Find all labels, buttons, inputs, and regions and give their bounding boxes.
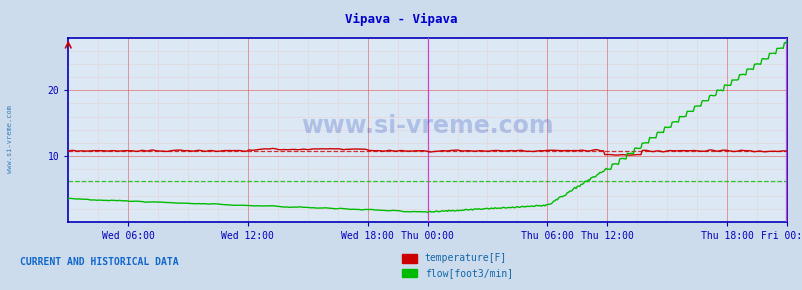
Legend: temperature[F], flow[foot3/min]: temperature[F], flow[foot3/min]: [398, 250, 516, 282]
Text: www.si-vreme.com: www.si-vreme.com: [6, 105, 13, 173]
Text: www.si-vreme.com: www.si-vreme.com: [301, 114, 553, 138]
Text: Vipava - Vipava: Vipava - Vipava: [345, 13, 457, 26]
Text: CURRENT AND HISTORICAL DATA: CURRENT AND HISTORICAL DATA: [20, 257, 179, 267]
